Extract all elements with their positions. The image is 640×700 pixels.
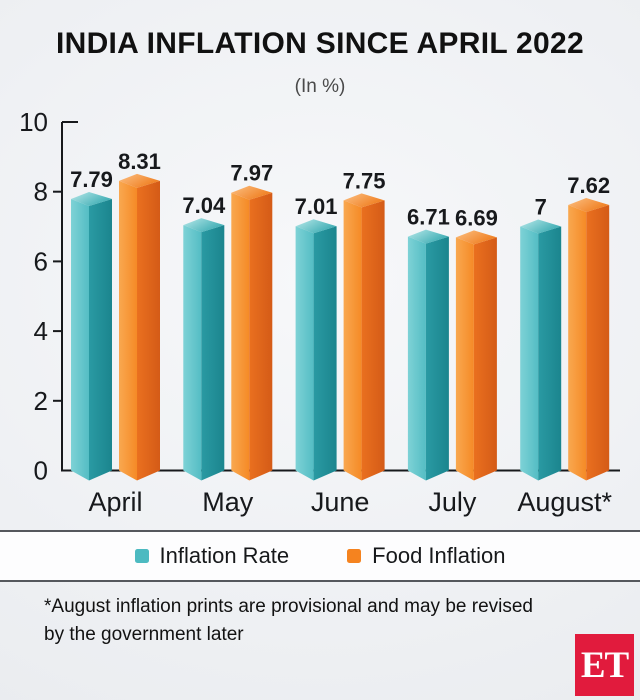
bar-value-label: 7.04 [182,193,226,218]
bar-value-label: 7.62 [567,173,610,198]
bars: 7.798.31 7.047.97 7.017.75 6.71 6.69 7 7.62 [70,149,610,481]
axis-labels: 0 2 4 6 8 10 April May June July August* [19,107,612,517]
legend-label-inflation-rate: Inflation Rate [159,543,290,568]
bar-food-inflation-July: 6.69 [455,205,498,481]
bar-food-inflation-May: 7.97 [230,161,273,481]
bar-value-label: 7.97 [230,161,273,186]
y-axis-tick-label: 10 [19,107,48,137]
bar-inflation-rate-May: 7.04 [182,193,226,481]
footnote-line-1: *August inflation prints are provisional… [44,596,533,617]
bar-right-face [201,225,225,481]
bar-right-face [586,204,610,481]
bar-right-face [313,226,337,481]
bar-value-label: 6.69 [455,205,498,230]
bar-right-face [538,226,562,481]
y-axis-tick-label: 2 [34,386,48,416]
bar-top-face [71,192,112,207]
bar-top-face [520,219,562,234]
bar-top-face [295,219,337,234]
bar-value-label: 7.75 [343,168,386,193]
bar-right-face [137,180,160,481]
legend-item-food-inflation: Food Inflation [347,543,505,569]
legend-label-food-inflation: Food Inflation [372,543,506,568]
food-inflation-swatch-icon [347,549,362,563]
footer: *August inflation prints are provisional… [0,582,640,700]
bar-top-face [407,229,449,244]
bar-right-face [249,192,273,481]
chart-subtitle: (In %) [294,76,346,97]
bar-food-inflation-August: 7.62 [567,173,610,481]
bar-top-face [183,218,225,233]
bar-left-face [183,225,202,481]
bar-left-face [520,226,539,481]
bar-top-face [119,173,160,188]
bar-food-inflation-June: 7.75 [343,168,386,481]
y-axis-tick-label: 8 [34,177,48,207]
bar-left-face [119,180,137,481]
x-axis-label: June [311,487,370,517]
chart-title: INDIA INFLATION SINCE APRIL 2022 [55,27,584,60]
bar-right-face [425,236,449,481]
bar-left-face [455,237,474,481]
bar-inflation-rate-August: 7 [520,195,562,481]
bar-top-face [231,185,273,200]
bar-inflation-rate-July: 6.71 [407,205,450,481]
bar-inflation-rate-June: 7.01 [295,194,338,481]
bar-left-face [71,199,89,481]
bar-inflation-rate-April: 7.79 [70,167,113,481]
footnote: *August inflation prints are provisional… [44,593,533,649]
bar-left-face [343,200,362,481]
bar-left-face [295,226,314,481]
bar-food-inflation-April: 8.31 [118,149,161,481]
bar-left-face [231,192,250,481]
bar-top-face [568,197,610,212]
x-axis-label: May [202,487,254,517]
bar-value-label: 7.79 [70,167,113,192]
bar-left-face [568,204,587,481]
bar-left-face [407,236,426,481]
y-axis-tick-label: 4 [34,316,48,346]
bar-right-face [473,237,497,481]
bar-right-face [89,199,112,481]
x-axis-label: April [88,487,142,517]
bar-top-face [455,230,497,245]
bar-top-face [343,193,385,208]
bar-chart: 7.798.31 7.047.97 7.017.75 6.71 6.69 7 7.62 0 2… [19,107,620,517]
bar-right-face [361,200,385,481]
et-logo: ET [575,634,634,696]
inflation-rate-swatch-icon [134,549,149,563]
y-axis-tick-label: 0 [34,456,48,486]
bar-value-label: 7.01 [295,194,338,219]
legend: Inflation Rate Food Inflation [0,530,640,582]
y-axis-tick-label: 6 [34,246,48,276]
bar-value-label: 8.31 [118,149,161,174]
bar-value-label: 7 [535,195,547,220]
bar-value-label: 6.71 [407,205,450,230]
footnote-line-2: by the government later [44,624,244,645]
legend-item-inflation-rate: Inflation Rate [134,543,290,569]
x-axis-label: August* [517,487,612,517]
x-axis-label: July [428,487,477,517]
